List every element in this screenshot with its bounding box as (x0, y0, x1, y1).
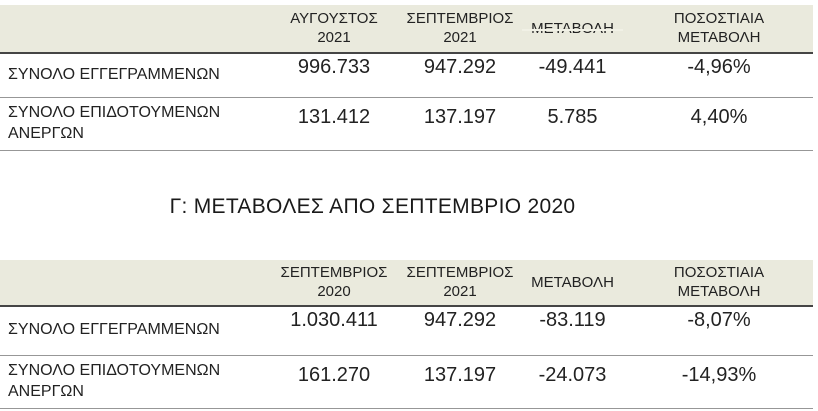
table-row-total-subsidized: ΣΥΝΟΛΟ ΕΠΙΔΟΤΟΥΜΕΝΩΝ ΑΝΕΡΓΩΝ 161.270 137… (0, 355, 813, 408)
column-header-line: ΑΥΓΟΥΣΤΟΣ (290, 10, 378, 27)
cell-value: 1.030.411 (290, 309, 378, 331)
cell-value: -4,96% (687, 56, 751, 78)
table-row-total-registered: ΣΥΝΟΛΟ ΕΓΓΕΓΡΑΜΜΕΝΩΝ 996.733 947.292 -49… (0, 53, 813, 97)
column-header-august-2021: ΑΥΓΟΥΣΤΟΣ 2021 (268, 5, 400, 54)
table-row-total-registered: ΣΥΝΟΛΟ ΕΓΓΕΓΡΑΜΜΕΝΩΝ 1.030.411 947.292 -… (0, 306, 813, 355)
row-label: ΣΥΝΟΛΟ ΕΓΓΕΓΡΑΜΜΕΝΩΝ (8, 321, 220, 339)
column-header-percent-change: ΠΟΣΟΣΤΙΑΙΑ ΜΕΤΑΒΟΛΗ (625, 260, 813, 307)
column-header-line: ΜΕΤΑΒΟΛΗ (520, 19, 625, 38)
section-title: Γ: ΜΕΤΑΒΟΛΕΣ ΑΠΟ ΣΕΠΤΕΜΒΡΙΟ 2020 (169, 195, 576, 218)
column-header-line: ΠΟΣΟΣΤΙΑΙΑ (673, 264, 765, 281)
column-header-change: ΜΕΤΑΒΟΛΗ (520, 5, 625, 54)
column-header-percent-change: ΠΟΣΟΣΤΙΑΙΑ ΜΕΤΑΒΟΛΗ (625, 5, 813, 54)
table-yearly-changes: ΣΕΠΤΕΜΒΡΙΟΣ 2020 ΣΕΠΤΕΜΒΡΙΟΣ 2021 ΜΕΤΑΒΟ… (0, 260, 813, 409)
column-header-september-2021: ΣΕΠΤΕΜΒΡΙΟΣ 2021 (400, 5, 520, 54)
cell-value: 137.197 (423, 105, 497, 128)
row-label: ΣΥΝΟΛΟ ΕΓΓΕΓΡΑΜΜΕΝΩΝ (8, 65, 220, 83)
cell-value: -49.441 (538, 56, 607, 78)
row-label: ΣΥΝΟΛΟ ΕΠΙΔΟΤΟΥΜΕΝΩΝ ΑΝΕΡΓΩΝ (8, 361, 221, 400)
column-header-line: ΜΕΤΑΒΟΛΗ (677, 283, 761, 300)
column-header-line: ΜΕΤΑΒΟΛΗ (531, 273, 614, 291)
cell-value: -14,93% (681, 363, 757, 386)
column-header-line: ΜΕΤΑΒΟΛΗ (677, 29, 761, 46)
column-header-empty (0, 5, 268, 54)
column-header-line: 2021 (317, 29, 351, 46)
cell-value: 947.292 (423, 56, 497, 78)
cell-value: 5.785 (547, 105, 598, 128)
column-header-line: ΣΕΠΤΕΜΒΡΙΟΣ (406, 10, 514, 27)
column-header-change: ΜΕΤΑΒΟΛΗ (520, 260, 625, 307)
cell-value: 4,40% (690, 105, 748, 128)
cell-value: -83.119 (539, 309, 606, 331)
column-header-line: 2020 (317, 283, 351, 300)
cell-value: 161.270 (297, 363, 371, 386)
column-header-line: ΣΕΠΤΕΜΒΡΙΟΣ (406, 264, 514, 281)
cell-value: 996.733 (297, 56, 371, 78)
table-monthly-changes: ΑΥΓΟΥΣΤΟΣ 2021 ΣΕΠΤΕΜΒΡΙΟΣ 2021 ΜΕΤΑΒΟΛΗ… (0, 5, 813, 151)
cell-value: -8,07% (687, 309, 751, 331)
cell-value: 131.412 (297, 105, 371, 128)
cell-value: -24.073 (538, 363, 607, 386)
column-header-empty (0, 260, 268, 307)
column-header-september-2020: ΣΕΠΤΕΜΒΡΙΟΣ 2020 (268, 260, 400, 307)
cell-value: 947.292 (423, 309, 497, 331)
column-header-line: ΠΟΣΟΣΤΙΑΙΑ (673, 10, 765, 27)
column-header-september-2021: ΣΕΠΤΕΜΒΡΙΟΣ 2021 (400, 260, 520, 307)
table-row-total-subsidized: ΣΥΝΟΛΟ ΕΠΙΔΟΤΟΥΜΕΝΩΝ ΑΝΕΡΓΩΝ 131.412 137… (0, 97, 813, 150)
table-header-row: ΣΕΠΤΕΜΒΡΙΟΣ 2020 ΣΕΠΤΕΜΒΡΙΟΣ 2021 ΜΕΤΑΒΟ… (0, 260, 813, 307)
cell-value: 137.197 (423, 363, 497, 386)
row-label: ΣΥΝΟΛΟ ΕΠΙΔΟΤΟΥΜΕΝΩΝ ΑΝΕΡΓΩΝ (8, 103, 221, 142)
column-header-line: ΣΕΠΤΕΜΒΡΙΟΣ (280, 264, 388, 281)
column-header-line: 2021 (443, 29, 477, 46)
column-header-line: 2021 (443, 283, 477, 300)
table-header-row: ΑΥΓΟΥΣΤΟΣ 2021 ΣΕΠΤΕΜΒΡΙΟΣ 2021 ΜΕΤΑΒΟΛΗ… (0, 5, 813, 54)
